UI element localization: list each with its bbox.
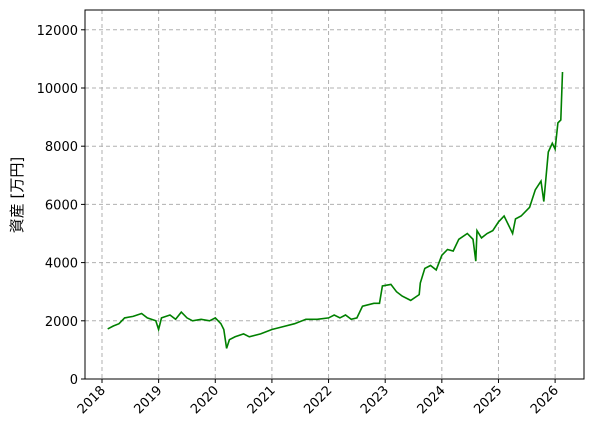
x-tick-label: 2024 bbox=[415, 383, 449, 417]
y-tick-label: 8000 bbox=[45, 140, 78, 155]
y-tick-label: 12000 bbox=[37, 24, 78, 39]
line bbox=[107, 71, 564, 349]
x-tick-label: 2021 bbox=[245, 383, 279, 417]
x-tick-label: 2019 bbox=[131, 383, 165, 417]
y-tick-label: 6000 bbox=[45, 198, 78, 213]
x-tick-label: 2026 bbox=[528, 383, 562, 417]
y-tick-label: 4000 bbox=[45, 257, 78, 272]
x-tick-label: 2025 bbox=[471, 383, 505, 417]
x-tick-label: 2023 bbox=[358, 383, 392, 417]
y-tick-label: 10000 bbox=[37, 82, 78, 97]
y-axis-label: 資産 [万円] bbox=[8, 157, 26, 233]
x-tick-label: 2020 bbox=[188, 383, 222, 417]
x-tick-label: 2022 bbox=[301, 383, 335, 417]
plot-frame bbox=[84, 9, 585, 380]
y-tick-label: 2000 bbox=[45, 315, 78, 330]
x-tick-label: 2018 bbox=[75, 383, 109, 417]
y-tick-label: 0 bbox=[70, 373, 78, 388]
